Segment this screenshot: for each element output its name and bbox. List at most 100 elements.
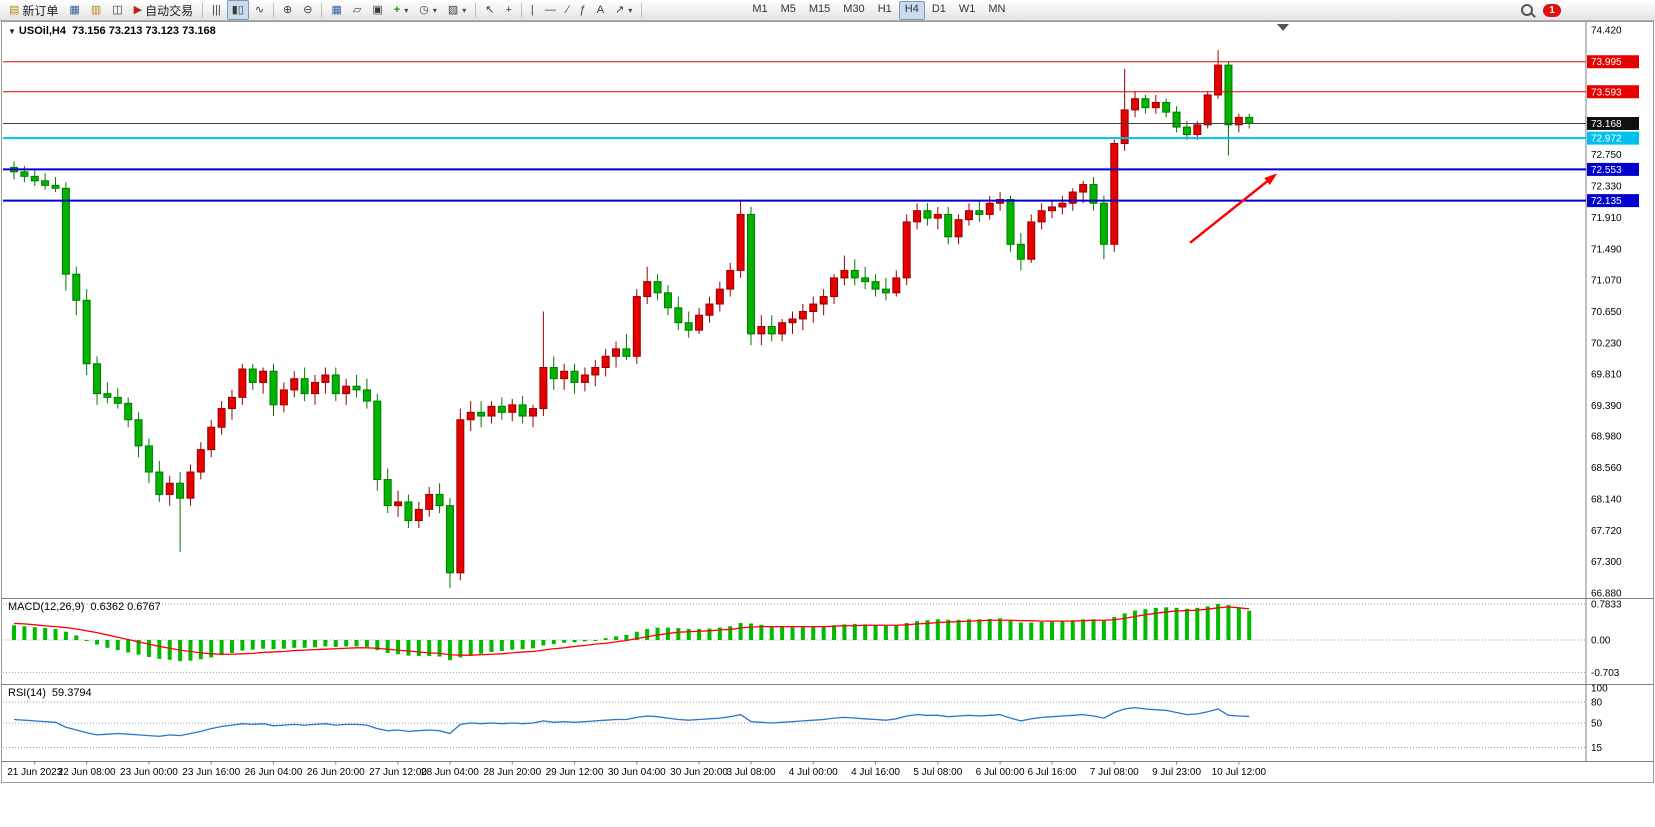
periods-clock-icon: ◷ (419, 3, 429, 16)
date-label: 28 Jun 20:00 (483, 767, 541, 778)
date-label: 28 Jun 04:00 (421, 767, 479, 778)
add-indicator-button[interactable]: + ▾ (389, 0, 413, 20)
templates-button[interactable]: ▨ ▾ (443, 0, 471, 20)
macd-bar (84, 640, 89, 641)
toolbar-separator (273, 2, 275, 18)
macd-bar (925, 620, 930, 640)
data-window-button[interactable]: ◫ (107, 0, 127, 20)
tile-windows-button[interactable]: ▦ (326, 0, 346, 20)
candle (601, 355, 610, 369)
new-chart-icon: ▦ (69, 3, 80, 16)
bar-chart-mode-button[interactable]: ||| (207, 0, 226, 20)
candle (653, 281, 662, 294)
candle (487, 405, 496, 417)
candle (715, 288, 724, 305)
rsi-name: RSI(14) (8, 687, 46, 699)
candle (466, 411, 475, 421)
cascade-windows-button[interactable]: ▱ (348, 0, 366, 20)
candle (196, 449, 205, 473)
price-tick-label: 69.810 (1591, 370, 1622, 381)
crosshair-icon: + (505, 3, 512, 16)
candle (300, 378, 309, 395)
timeframe-d1-button[interactable]: D1 (931, 2, 946, 15)
candle (1099, 202, 1108, 245)
candle (72, 273, 81, 301)
chart-shift-marker[interactable] (1277, 24, 1289, 31)
price-badge (1587, 194, 1639, 208)
macd-bar (863, 624, 868, 640)
notification-badge[interactable]: 1 (1543, 3, 1561, 17)
macd-scale-label: -0.703 (1591, 668, 1620, 679)
macd-bar (769, 626, 774, 640)
timeframe-m1-button[interactable]: M1 (752, 2, 768, 15)
new-chart-button[interactable]: ▦ (64, 0, 84, 20)
text-tool-button[interactable]: A (592, 0, 609, 20)
candle (144, 445, 153, 473)
timeframe-m5-button[interactable]: M5 (780, 2, 796, 15)
timeframe-group: M1 M5 M15 M30 H1 H4 D1 W1 MN (746, 0, 1011, 20)
candle (477, 411, 486, 417)
timeframe-w1-button[interactable]: W1 (958, 2, 976, 15)
search-icon[interactable] (1521, 4, 1533, 16)
arrange-windows-button[interactable]: ▣ (367, 0, 387, 20)
crosshair-tool-button[interactable]: + (500, 0, 516, 20)
candle (1182, 126, 1191, 136)
macd-bar (904, 622, 909, 640)
candle (549, 367, 558, 380)
arrows-tool-button[interactable]: ↗ ▾ (610, 0, 637, 20)
macd-bar (551, 640, 556, 645)
chart-menu-icon[interactable]: ▼ (8, 27, 16, 36)
macd-bar (344, 640, 349, 647)
macd-bar (43, 628, 48, 640)
fibonacci-tool-button[interactable]: ƒ (575, 0, 591, 20)
macd-bar (852, 623, 857, 640)
timeframe-h4-button[interactable]: H4 (898, 0, 925, 20)
candle (518, 404, 527, 417)
candle (1193, 124, 1202, 136)
vertical-line-tool-button[interactable]: | (526, 0, 539, 20)
timeframe-mn-button[interactable]: MN (988, 2, 1006, 15)
candlestick-mode-button[interactable]: ▮▯ (226, 0, 249, 20)
macd-bar (1247, 610, 1252, 640)
macd-bar (966, 619, 971, 640)
macd-bar (416, 640, 421, 657)
macd-bar (22, 626, 27, 640)
macd-bar (53, 628, 58, 640)
price-badges: 73.995 73.593 72.972 72.553 72.135 73.168 (1587, 55, 1639, 208)
line-chart-mode-button[interactable]: ∿ (250, 0, 269, 20)
macd-bar (998, 618, 1003, 640)
trendline-tool-button[interactable]: ∕ (562, 0, 574, 20)
chevron-down-icon: ▾ (432, 5, 437, 15)
candle (591, 367, 600, 376)
timeframe-m30-button[interactable]: M30 (843, 2, 865, 15)
macd-bar (32, 627, 37, 640)
rsi-scale-label: 15 (1591, 743, 1603, 754)
horizontal-line-objects (3, 61, 1586, 202)
macd-bar (624, 634, 629, 640)
candle (227, 396, 236, 410)
macd-bar (842, 624, 847, 640)
zoom-out-button[interactable]: ⊖ (298, 0, 317, 20)
trend-arrow-annotation[interactable] (1189, 173, 1278, 244)
candle (1079, 184, 1088, 193)
horizontal-line-tool-button[interactable]: — (540, 0, 561, 20)
profiles-button[interactable]: ▥ (86, 0, 106, 20)
zoom-in-button[interactable]: ⊕ (278, 0, 297, 20)
templates-icon: ▨ (447, 3, 459, 16)
date-label: 5 Jul 08:00 (913, 767, 962, 778)
rsi-panel: 100 80 50 15 (3, 684, 1608, 754)
cursor-tool-button[interactable]: ↖ (480, 0, 499, 20)
macd-bar (894, 625, 899, 640)
timeframe-m15-button[interactable]: M15 (808, 2, 831, 15)
macd-bar (468, 640, 473, 656)
cursor-icon: ↖ (485, 3, 495, 16)
new-order-label: 新订单 (22, 3, 59, 18)
timeframe-h1-button[interactable]: H1 (877, 2, 892, 15)
new-order-button[interactable]: ▤ 新订单 (4, 0, 63, 20)
macd-bar (987, 618, 992, 640)
auto-trading-button[interactable]: ▶ 自动交易 (129, 0, 198, 20)
periods-button[interactable]: ◷ ▾ (414, 0, 442, 20)
macd-bar (800, 627, 805, 640)
